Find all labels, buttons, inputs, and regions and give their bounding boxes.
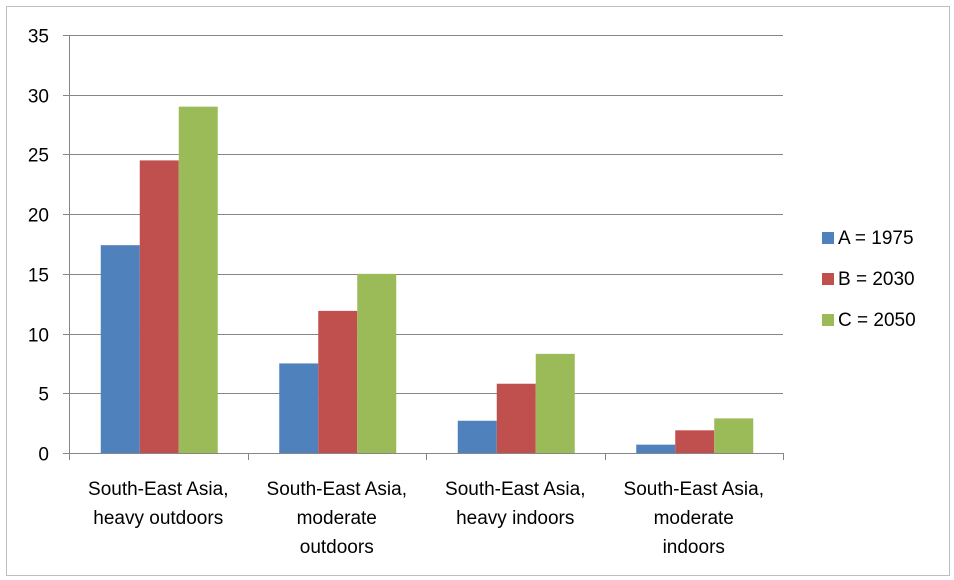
category-label: South-East Asia,: [624, 479, 764, 500]
y-tick-label: 15: [28, 266, 49, 287]
y-tick-label: 20: [28, 206, 49, 227]
y-tick-label: 25: [28, 146, 49, 167]
y-tick-label: 0: [38, 445, 49, 466]
bar-2-1: [139, 160, 179, 453]
bar-2-4: [675, 430, 715, 453]
category-label: heavy outdoors: [93, 508, 223, 529]
legend-label: A = 1975: [838, 228, 914, 249]
bar-2-3: [496, 383, 536, 453]
category-label: South-East Asia,: [445, 479, 585, 500]
y-tick-label: 30: [28, 87, 49, 108]
legend: A = 1975 B = 2030 C = 2050: [822, 228, 916, 331]
bar-3-1: [178, 106, 218, 454]
bar-3-3: [535, 353, 575, 453]
legend-label: B = 2030: [838, 269, 915, 290]
category-label: moderate: [654, 508, 734, 529]
bar-1-2: [279, 363, 319, 453]
bar-1-4: [636, 444, 676, 453]
category-label: South-East Asia,: [88, 479, 228, 500]
bar-1-1: [100, 245, 140, 453]
bar-3-4: [714, 418, 754, 453]
category-label: moderate: [297, 508, 377, 529]
category-label: heavy indoors: [456, 508, 574, 529]
legend-swatch: [822, 314, 834, 326]
legend-label: C = 2050: [838, 310, 916, 331]
y-tick-label: 35: [28, 27, 49, 48]
legend-swatch: [822, 273, 834, 285]
category-label: South-East Asia,: [267, 479, 407, 500]
y-tick-label: 5: [38, 385, 49, 406]
category-label: indoors: [663, 537, 725, 558]
y-tick-labels: 0 5 10 15 20 25 30 35: [28, 27, 49, 466]
category-labels: South-East Asia, heavy outdoors South-East…: [88, 479, 764, 558]
bar-3-2: [357, 273, 397, 453]
bar-2-2: [318, 310, 358, 453]
legend-swatch: [822, 232, 834, 244]
category-label: outdoors: [300, 537, 374, 558]
bar-1-3: [457, 420, 497, 453]
axes: [63, 35, 784, 460]
bars: [100, 106, 754, 454]
y-tick-label: 10: [28, 326, 49, 347]
